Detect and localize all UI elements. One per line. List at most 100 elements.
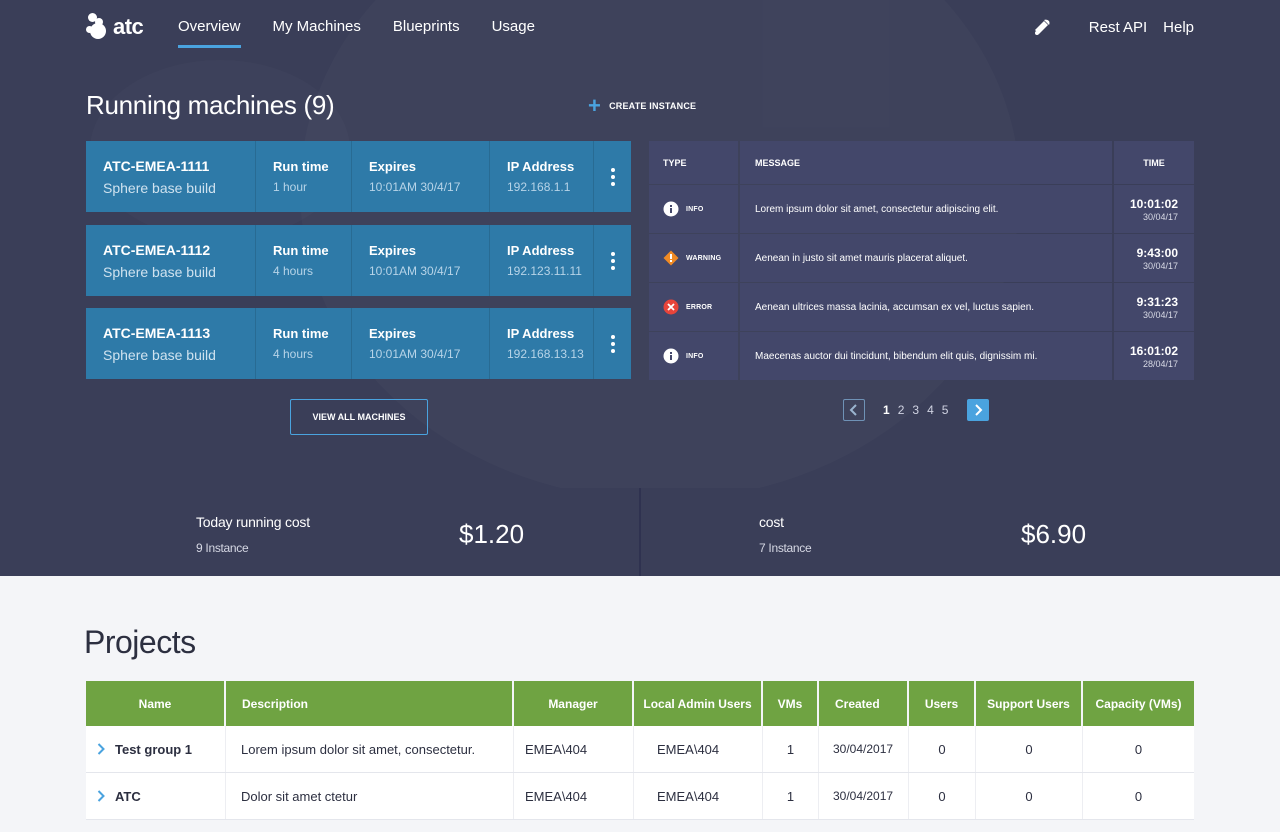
more-options-button[interactable] bbox=[594, 308, 631, 379]
log-time-cell: 9:31:23 30/04/17 bbox=[1114, 283, 1194, 331]
run-time-cell: Run time 4 hours bbox=[256, 308, 352, 379]
project-description: Dolor sit amet ctetur bbox=[226, 773, 514, 819]
error-icon bbox=[663, 299, 679, 315]
run-time-value: 4 hours bbox=[273, 264, 314, 278]
page-4[interactable]: 4 bbox=[927, 403, 934, 417]
more-options-button[interactable] bbox=[594, 225, 631, 296]
ip-label: IP Address bbox=[507, 326, 575, 341]
log-type-label: INFO bbox=[686, 205, 704, 213]
header-local-admin-users[interactable]: Local Admin Users bbox=[634, 681, 763, 726]
machine-card[interactable]: ATC-EMEA-1112 Sphere base build Run time… bbox=[86, 225, 631, 296]
project-name-cell: ATC bbox=[86, 773, 226, 819]
page-5[interactable]: 5 bbox=[941, 403, 949, 417]
plus-icon: + bbox=[588, 93, 602, 118]
log-type-cell: INFO bbox=[649, 332, 738, 380]
chevron-right-icon[interactable] bbox=[97, 790, 105, 802]
chevron-right-icon bbox=[975, 404, 983, 416]
machine-card[interactable]: ATC-EMEA-1111 Sphere base build Run time… bbox=[86, 141, 631, 212]
project-vms: 1 bbox=[763, 773, 819, 819]
log-row[interactable]: WARNING Aenean in justo sit amet mauris … bbox=[649, 234, 1194, 282]
info-icon bbox=[663, 348, 679, 364]
expires-cell: Expires 10:01AM 30/4/17 bbox=[352, 225, 490, 296]
create-instance-button[interactable]: + CREATE INSTANCE bbox=[588, 93, 696, 118]
log-type-cell: WARNING bbox=[649, 234, 738, 282]
cost-value: $1.20 bbox=[459, 519, 525, 549]
next-page-button[interactable] bbox=[967, 399, 990, 421]
log-row[interactable]: ERROR Aenean ultrices massa lacinia, acc… bbox=[649, 283, 1194, 331]
nav-right: Rest API Help bbox=[1033, 0, 1194, 54]
project-created: 30/04/2017 bbox=[819, 773, 909, 819]
more-vertical-icon bbox=[610, 251, 615, 270]
nav-my-machines[interactable]: My Machines bbox=[272, 18, 361, 35]
project-capacity: 0 bbox=[1134, 788, 1143, 804]
cost-card: Today running cost 9 Instance $1.20 bbox=[0, 488, 639, 576]
project-support-users: 0 bbox=[976, 773, 1083, 819]
log-message: Aenean ultrices massa lacinia, accumsan … bbox=[740, 283, 1112, 331]
log-message: Maecenas auctor dui tincidunt, bibendum … bbox=[740, 332, 1112, 380]
more-options-button[interactable] bbox=[594, 141, 631, 212]
cost-title: Today running cost bbox=[196, 514, 310, 530]
bell-icon[interactable] bbox=[1033, 18, 1051, 36]
log-row[interactable]: INFO Lorem ipsum dolor sit amet, consect… bbox=[649, 185, 1194, 233]
header-users[interactable]: Users bbox=[909, 681, 976, 726]
header-capacity[interactable]: Capacity (VMs) bbox=[1095, 696, 1182, 711]
log-time-cell: 10:01:02 30/04/17 bbox=[1114, 185, 1194, 233]
machine-card[interactable]: ATC-EMEA-1113 Sphere base build Run time… bbox=[86, 308, 631, 379]
header-description[interactable]: Description bbox=[226, 681, 514, 726]
brand-logo[interactable]: atc bbox=[86, 12, 144, 42]
nav-overview[interactable]: Overview bbox=[178, 0, 241, 48]
ip-cell: IP Address 192.168.1.1 bbox=[490, 141, 594, 212]
project-users: 0 bbox=[909, 773, 976, 819]
log-message: Aenean in justo sit amet mauris placerat… bbox=[740, 234, 1112, 282]
projects-title: Projects bbox=[84, 624, 196, 660]
event-log-table: TYPE MESSAGE TIME INFO Lorem ipsum dolor… bbox=[649, 141, 1194, 381]
log-time: 16:01:02 bbox=[1129, 343, 1178, 358]
chevron-right-icon[interactable] bbox=[97, 743, 105, 755]
table-row[interactable]: Test group 1 Lorem ipsum dolor sit amet,… bbox=[86, 726, 1194, 773]
project-manager: EMEA\404 bbox=[514, 773, 634, 819]
project-name-cell: Test group 1 bbox=[86, 726, 226, 772]
log-pagination: 1 2 3 4 5 bbox=[843, 399, 990, 421]
prev-page-button[interactable] bbox=[843, 399, 865, 421]
header-name[interactable]: Name bbox=[86, 681, 226, 726]
log-message: Lorem ipsum dolor sit amet, consectetur … bbox=[740, 185, 1112, 233]
page-3[interactable]: 3 bbox=[912, 403, 920, 417]
view-all-machines-button[interactable]: VIEW ALL MACHINES bbox=[290, 399, 428, 435]
machine-name-cell: ATC-EMEA-1113 Sphere base build bbox=[86, 308, 256, 379]
machine-build: Sphere base build bbox=[103, 263, 216, 280]
main-nav: Overview My Machines Blueprints Usage bbox=[178, 0, 567, 48]
log-row[interactable]: INFO Maecenas auctor dui tincidunt, bibe… bbox=[649, 332, 1194, 380]
log-time: 10:01:02 bbox=[1129, 196, 1178, 211]
ip-label: IP Address bbox=[507, 243, 575, 258]
header-support-users[interactable]: Support Users bbox=[976, 681, 1083, 726]
log-type-label: ERROR bbox=[686, 303, 713, 311]
expires-label: Expires bbox=[369, 159, 416, 174]
header-created[interactable]: Created bbox=[819, 681, 909, 726]
project-local-admin: EMEA\404 bbox=[634, 773, 763, 819]
page-1[interactable]: 1 bbox=[883, 403, 890, 417]
cost-value: $6.90 bbox=[1021, 519, 1087, 549]
log-date: 30/04/17 bbox=[1142, 309, 1178, 320]
page-2[interactable]: 2 bbox=[897, 403, 905, 417]
nav-usage[interactable]: Usage bbox=[491, 18, 535, 35]
project-manager: EMEA\404 bbox=[514, 726, 634, 772]
ip-value: 192.123.11.11 bbox=[507, 264, 582, 278]
header-vms[interactable]: VMs bbox=[763, 681, 819, 726]
header-manager[interactable]: Manager bbox=[514, 681, 634, 726]
machine-name-cell: ATC-EMEA-1112 Sphere base build bbox=[86, 225, 256, 296]
running-machines-title: Running machines (9) bbox=[86, 90, 335, 120]
run-time-cell: Run time 1 hour bbox=[256, 141, 352, 212]
table-row[interactable]: ATC Dolor sit amet ctetur EMEA\404 EMEA\… bbox=[86, 773, 1194, 820]
cost-instances: 9 Instance bbox=[196, 541, 249, 555]
run-time-value: 1 hour bbox=[273, 180, 308, 194]
rest-api-link[interactable]: Rest API bbox=[1088, 18, 1148, 36]
expires-value: 10:01AM 30/4/17 bbox=[369, 180, 461, 194]
nav-blueprints[interactable]: Blueprints bbox=[392, 18, 460, 35]
expires-value: 10:01AM 30/4/17 bbox=[369, 264, 461, 278]
log-date: 30/04/17 bbox=[1142, 260, 1178, 271]
help-link[interactable]: Help bbox=[1163, 18, 1194, 36]
dashboard-header: atc Overview My Machines Blueprints Usag… bbox=[0, 0, 1280, 488]
run-time-label: Run time bbox=[273, 159, 329, 174]
logo-mark-icon bbox=[86, 12, 112, 42]
log-date: 28/04/17 bbox=[1142, 358, 1178, 369]
